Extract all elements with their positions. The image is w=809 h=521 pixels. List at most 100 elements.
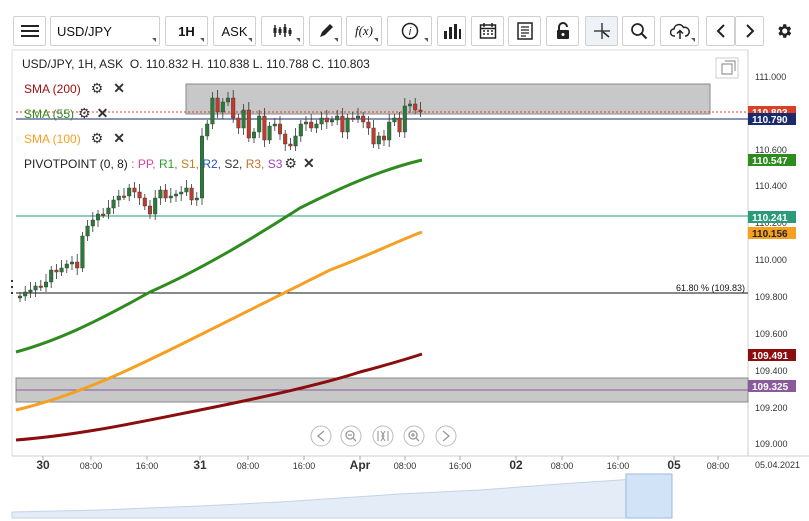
x-tick-label: 02	[509, 458, 523, 472]
y-tick-label: 109.600	[755, 329, 788, 339]
gear-icon[interactable]: ⚙	[90, 130, 104, 146]
svg-text:110.547: 110.547	[752, 156, 788, 167]
chevron-right-icon	[745, 24, 754, 38]
calendar-button[interactable]	[471, 16, 504, 46]
pencil-icon	[319, 24, 333, 37]
candle-body	[163, 189, 168, 199]
legend-sma-100[interactable]: SMA (100) ⚙ ✕	[24, 130, 125, 147]
x-tick-label: 31	[193, 458, 207, 472]
candle-body	[205, 123, 210, 137]
svg-text:110.241: 110.241	[752, 213, 788, 224]
gear-icon[interactable]: ⚙	[78, 105, 91, 121]
candle-body	[356, 115, 361, 119]
candle-body	[215, 97, 220, 113]
chart-type-button[interactable]	[261, 16, 304, 46]
y-tick-label: 109.000	[755, 439, 788, 449]
candle-body	[132, 187, 137, 193]
close-icon[interactable]: ✕	[302, 155, 315, 171]
candle-body	[184, 187, 189, 193]
symbol-select[interactable]: USD/JPY	[50, 16, 160, 46]
y-axis-ticks: 111.000 110.800 110.600 110.400 110.200 110.0…	[755, 72, 788, 449]
indicators-button[interactable]: f(x)	[346, 16, 382, 46]
candle-body	[210, 97, 215, 125]
candle-body	[33, 285, 38, 291]
candle-body	[257, 115, 262, 133]
zoom-out-button[interactable]	[340, 425, 362, 447]
x-tick-label: 16:00	[607, 461, 630, 471]
candle-body	[267, 125, 272, 141]
candle-body	[179, 191, 184, 195]
candle-body	[101, 213, 106, 216]
candle-body	[38, 285, 43, 288]
candle-body	[408, 103, 413, 107]
close-icon[interactable]: ✕	[113, 80, 125, 96]
zoom-button[interactable]	[622, 16, 655, 46]
candle-body	[251, 131, 256, 139]
candle-body	[397, 117, 402, 133]
price-type-select[interactable]: ASK	[213, 16, 256, 46]
zoom-next-button[interactable]	[435, 425, 457, 447]
share-button[interactable]	[660, 16, 699, 46]
zoom-in-button[interactable]	[403, 425, 425, 447]
svg-text:109.325: 109.325	[752, 382, 789, 393]
draw-tool-button[interactable]	[309, 16, 342, 46]
x-tick-label: 08:00	[551, 461, 574, 471]
candle-body	[95, 213, 100, 221]
legend-pivotpoint[interactable]: PIVOTPOINT (0, 8) : PP, R1, S1, R2, S2, …	[24, 155, 315, 172]
x-tick-label: 16:00	[136, 461, 159, 471]
settings-button[interactable]	[770, 16, 798, 46]
pivot-label: PIVOTPOINT (0, 8)	[24, 156, 128, 171]
candle-body	[241, 109, 246, 129]
date-label: 05.04.2021	[755, 460, 800, 470]
candle-body	[64, 263, 69, 269]
svg-text:110.790: 110.790	[752, 115, 788, 126]
close-icon[interactable]: ✕	[96, 105, 109, 121]
gear-icon[interactable]: ⚙	[284, 155, 297, 171]
scroll-left-button[interactable]	[706, 16, 735, 46]
chart-header: USD/JPY, 1H, ASK O. 110.832 H. 110.838 L…	[22, 57, 370, 71]
legend-sma-200[interactable]: SMA (200) ⚙ ✕	[24, 80, 125, 97]
resistance-zone	[185, 83, 711, 115]
news-button[interactable]	[508, 16, 541, 46]
info-button[interactable]: i	[387, 16, 432, 46]
candle-body	[106, 207, 111, 215]
crosshair-button[interactable]	[585, 16, 618, 46]
legend-sma-55[interactable]: SMA (55) ⚙ ✕	[24, 105, 108, 122]
gear-icon[interactable]: ⚙	[90, 80, 104, 96]
candle-body	[153, 197, 158, 215]
pivot-item: R1,	[158, 156, 181, 171]
candle-body	[340, 115, 345, 133]
lock-button[interactable]	[546, 16, 579, 46]
zoom-reset-button[interactable]	[372, 425, 394, 447]
drag-handle[interactable]	[11, 280, 13, 294]
price-tag: 110.547	[748, 154, 796, 167]
svg-text:110.156: 110.156	[752, 229, 788, 240]
expand-button[interactable]	[715, 57, 739, 79]
candle-body	[283, 133, 288, 145]
candle-body	[69, 261, 74, 265]
x-tick-label: 16:00	[293, 461, 316, 471]
close-icon[interactable]: ✕	[113, 130, 125, 146]
candle-body	[262, 115, 267, 141]
timeframe-select[interactable]: 1H	[165, 16, 208, 46]
candle-body	[142, 197, 147, 207]
candle-body	[127, 187, 132, 197]
timeframe-label: 1H	[178, 23, 195, 39]
candle-body	[116, 195, 121, 201]
x-tick-label: 05	[667, 458, 681, 472]
scroll-right-button[interactable]	[735, 16, 764, 46]
expand-icon	[721, 60, 736, 75]
volume-button[interactable]	[437, 16, 466, 46]
sma-200-line	[15, 352, 423, 442]
candle-body	[90, 219, 95, 227]
candle-body	[314, 123, 319, 129]
x-tick-label: Apr	[350, 458, 371, 472]
menu-icon	[20, 25, 39, 37]
zoom-prev-button[interactable]	[310, 425, 332, 447]
candle-body	[413, 103, 418, 111]
legend-label: SMA (55)	[24, 106, 75, 121]
navigator-window[interactable]	[625, 473, 673, 519]
menu-button[interactable]	[13, 16, 46, 46]
calendar-icon	[479, 23, 496, 39]
